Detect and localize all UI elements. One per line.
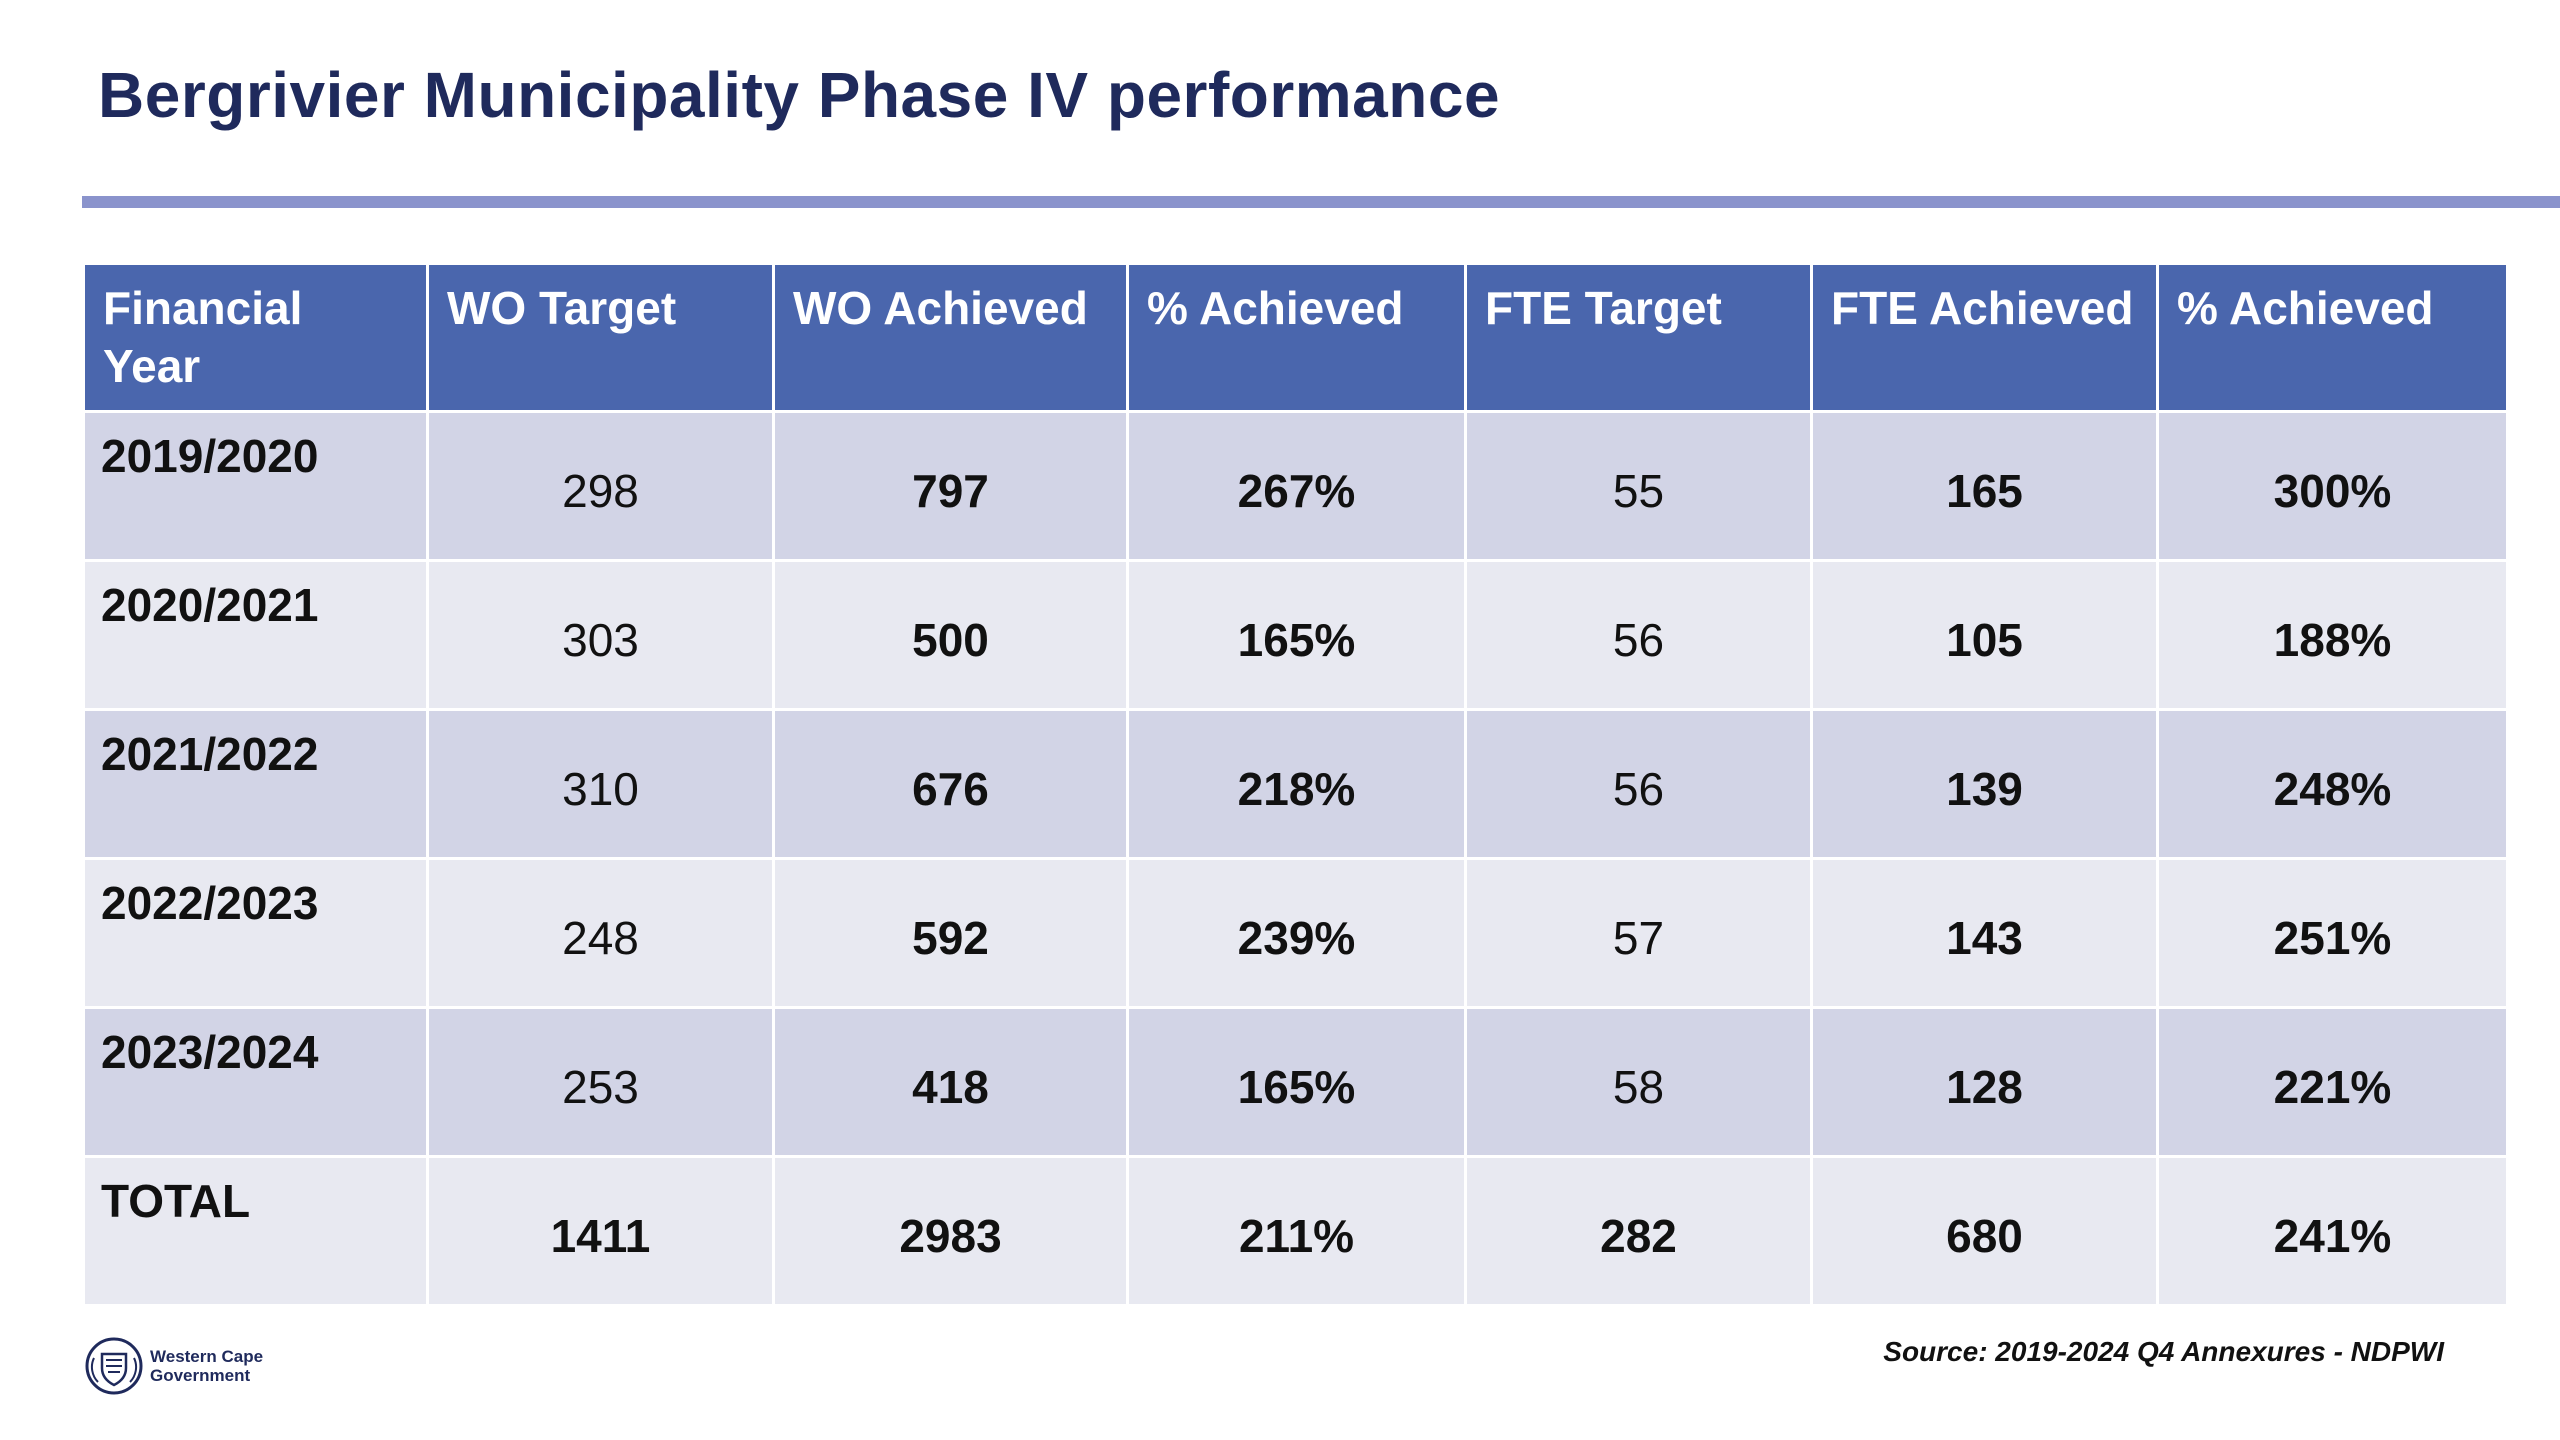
fte-target-cell: 56 (1464, 708, 1813, 860)
financial-year-cell: 2022/2023 (82, 857, 429, 1009)
fte-percent-cell: 188% (2156, 559, 2509, 711)
fte-target-cell: 58 (1464, 1006, 1813, 1158)
financial-year-cell: 2020/2021 (82, 559, 429, 711)
wo-achieved-cell: 797 (772, 410, 1129, 562)
fte-achieved-cell: 105 (1810, 559, 2159, 711)
column-header: FTE Achieved (1810, 262, 2159, 413)
column-header: % Achieved (1126, 262, 1467, 413)
fte-percent-cell: 300% (2156, 410, 2509, 562)
wo-target-cell: 310 (426, 708, 775, 860)
total-label-cell: TOTAL (82, 1155, 429, 1307)
financial-year-cell: 2023/2024 (82, 1006, 429, 1158)
fte-percent-total-cell: 241% (2156, 1155, 2509, 1307)
wo-percent-cell: 165% (1126, 1006, 1467, 1158)
fte-target-cell: 57 (1464, 857, 1813, 1009)
wo-achieved-cell: 676 (772, 708, 1129, 860)
fte-target-cell: 56 (1464, 559, 1813, 711)
fte-percent-cell: 248% (2156, 708, 2509, 860)
financial-year-cell: 2019/2020 (82, 410, 429, 562)
column-header: WO Target (426, 262, 775, 413)
western-cape-government-logo: Western Cape Government (84, 1336, 263, 1396)
fte-percent-cell: 251% (2156, 857, 2509, 1009)
wo-achieved-total-cell: 2983 (772, 1155, 1129, 1307)
wo-percent-total-cell: 211% (1126, 1155, 1467, 1307)
table-header-row: Financial Year WO Target WO Achieved % A… (82, 262, 2509, 413)
wo-percent-cell: 218% (1126, 708, 1467, 860)
wo-percent-cell: 165% (1126, 559, 1467, 711)
fte-achieved-total-cell: 680 (1810, 1155, 2159, 1307)
title-divider (82, 196, 2560, 208)
fte-achieved-cell: 139 (1810, 708, 2159, 860)
wo-target-cell: 298 (426, 410, 775, 562)
page-title: Bergrivier Municipality Phase IV perform… (98, 59, 1501, 131)
logo-line-1: Western Cape (150, 1347, 264, 1366)
table-row: 2021/2022 310 676 218% 56 139 248% (82, 708, 2509, 860)
column-header: Financial Year (82, 262, 429, 413)
table-row: 2020/2021 303 500 165% 56 105 188% (82, 559, 2509, 711)
table-total-row: TOTAL 1411 2983 211% 282 680 241% (82, 1155, 2509, 1307)
wo-target-cell: 253 (426, 1006, 775, 1158)
logo-wordmark: Western Cape Government (150, 1347, 263, 1385)
financial-year-cell: 2021/2022 (82, 708, 429, 860)
wo-achieved-cell: 592 (772, 857, 1129, 1009)
fte-achieved-cell: 143 (1810, 857, 2159, 1009)
coat-of-arms-icon (85, 1337, 143, 1395)
source-note: Source: 2019-2024 Q4 Annexures - NDPWI (1883, 1336, 2444, 1367)
wo-percent-cell: 267% (1126, 410, 1467, 562)
column-header: WO Achieved (772, 262, 1129, 413)
table-row: 2023/2024 253 418 165% 58 128 221% (82, 1006, 2509, 1158)
performance-table: Financial Year WO Target WO Achieved % A… (82, 262, 2509, 1307)
table-row: 2022/2023 248 592 239% 57 143 251% (82, 857, 2509, 1009)
fte-percent-cell: 221% (2156, 1006, 2509, 1158)
fte-achieved-cell: 165 (1810, 410, 2159, 562)
column-header: FTE Target (1464, 262, 1813, 413)
table-row: 2019/2020 298 797 267% 55 165 300% (82, 410, 2509, 562)
fte-target-cell: 55 (1464, 410, 1813, 562)
column-header: % Achieved (2156, 262, 2509, 413)
fte-achieved-cell: 128 (1810, 1006, 2159, 1158)
wo-achieved-cell: 500 (772, 559, 1129, 711)
wo-target-cell: 303 (426, 559, 775, 711)
wo-target-total-cell: 1411 (426, 1155, 775, 1307)
logo-line-2: Government (150, 1366, 251, 1385)
wo-target-cell: 248 (426, 857, 775, 1009)
fte-target-total-cell: 282 (1464, 1155, 1813, 1307)
wo-achieved-cell: 418 (772, 1006, 1129, 1158)
wo-percent-cell: 239% (1126, 857, 1467, 1009)
